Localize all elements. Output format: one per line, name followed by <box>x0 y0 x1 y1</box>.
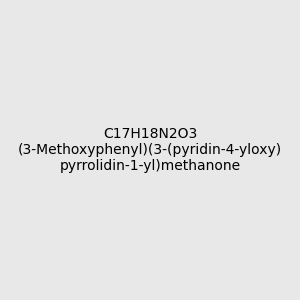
Text: C17H18N2O3
(3-Methoxyphenyl)(3-(pyridin-4-yloxy)
pyrrolidin-1-yl)methanone: C17H18N2O3 (3-Methoxyphenyl)(3-(pyridin-… <box>18 127 282 173</box>
